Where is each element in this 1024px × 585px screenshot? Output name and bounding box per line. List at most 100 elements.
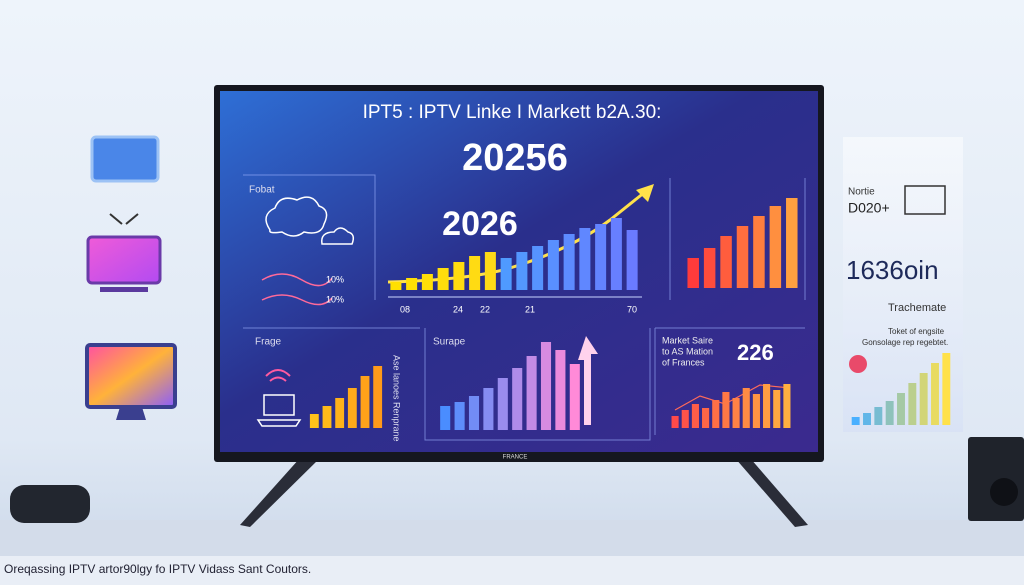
panel-line: to AS Mation bbox=[662, 346, 713, 356]
bar bbox=[753, 216, 765, 288]
bar bbox=[516, 252, 528, 290]
bar bbox=[335, 398, 345, 428]
x-tick-label: 21 bbox=[525, 304, 535, 314]
cloud-icon bbox=[321, 227, 355, 245]
bar bbox=[526, 356, 537, 430]
bar bbox=[595, 224, 607, 290]
bar bbox=[532, 246, 544, 290]
bar bbox=[453, 262, 465, 290]
speaker-cone bbox=[990, 478, 1018, 506]
bar bbox=[497, 378, 508, 430]
bar bbox=[322, 406, 332, 428]
cloud-icon bbox=[265, 196, 328, 237]
bar bbox=[931, 363, 939, 425]
footer-band bbox=[0, 556, 1024, 585]
bar bbox=[440, 406, 451, 430]
bar bbox=[579, 228, 591, 290]
panel-label: Market Saire bbox=[662, 335, 713, 345]
bar bbox=[468, 396, 480, 430]
monitor-icon bbox=[85, 343, 177, 409]
panel-label: Frage bbox=[255, 337, 282, 348]
panel-note: 10% bbox=[326, 274, 344, 284]
side-code: D020+ bbox=[848, 200, 890, 216]
badge bbox=[849, 355, 867, 373]
side-figure: 1636oin bbox=[846, 255, 939, 285]
screen-title: IPT5 : IPTV Linke I Markett b2A.30: bbox=[363, 102, 662, 123]
panel-value: 226 bbox=[737, 340, 774, 365]
bar bbox=[610, 218, 622, 290]
bar bbox=[500, 258, 512, 290]
panel-headline: 2026 bbox=[442, 205, 518, 243]
bar bbox=[786, 198, 798, 288]
bar bbox=[742, 388, 750, 428]
tv-stand bbox=[100, 287, 148, 292]
growth-arrow bbox=[578, 336, 598, 425]
bar bbox=[691, 404, 699, 428]
bar bbox=[885, 401, 894, 425]
bar bbox=[732, 398, 740, 428]
panel-label: Fobat bbox=[249, 185, 275, 196]
bar bbox=[347, 388, 357, 428]
side-text: Ase lanoes Renprane bbox=[392, 355, 402, 442]
side-note: Gonsolage rep regebtet. bbox=[862, 338, 948, 347]
arrow-head bbox=[636, 184, 654, 202]
bar bbox=[360, 376, 370, 428]
bar bbox=[687, 258, 699, 288]
bar bbox=[773, 390, 781, 428]
bar bbox=[547, 240, 559, 290]
bar bbox=[512, 368, 523, 430]
monitor-icon bbox=[90, 135, 160, 183]
bar bbox=[919, 373, 928, 425]
bar bbox=[469, 256, 481, 290]
bar bbox=[874, 407, 883, 425]
x-tick-label: 70 bbox=[627, 304, 637, 314]
headline: 20256 bbox=[462, 137, 568, 179]
wave-lines bbox=[261, 273, 333, 306]
laptop-icon bbox=[263, 394, 295, 416]
bar bbox=[540, 342, 552, 430]
bar bbox=[736, 226, 749, 288]
bar bbox=[720, 236, 732, 288]
laptop-base bbox=[256, 419, 302, 427]
bar bbox=[437, 268, 449, 290]
panel-label: Surape bbox=[433, 337, 466, 348]
bar bbox=[722, 392, 730, 428]
bar bbox=[763, 384, 771, 428]
bar bbox=[712, 400, 720, 428]
icon bbox=[904, 185, 946, 215]
bar bbox=[483, 388, 494, 430]
bar bbox=[752, 394, 760, 428]
shelf bbox=[0, 520, 1024, 556]
speaker bbox=[968, 437, 1024, 521]
bar bbox=[671, 416, 679, 428]
tv-brand: FRANCE bbox=[503, 455, 528, 461]
x-tick-label: 24 bbox=[453, 304, 463, 314]
tv-icon bbox=[86, 235, 162, 285]
side-caption: Trachemate bbox=[888, 302, 946, 314]
bar bbox=[681, 410, 689, 428]
tv-leg bbox=[240, 458, 320, 527]
footer: Oreqassing IPTV artor90lgy fo IPTV Vidas… bbox=[4, 562, 311, 576]
wifi-icon bbox=[265, 369, 291, 382]
bar bbox=[390, 282, 402, 290]
x-tick-label: 08 bbox=[400, 304, 410, 314]
hub bbox=[10, 485, 90, 523]
bar bbox=[454, 402, 465, 430]
bar bbox=[555, 350, 566, 430]
panel-line: of Frances bbox=[662, 357, 705, 367]
bar bbox=[703, 248, 716, 288]
x-tick-label: 22 bbox=[480, 304, 490, 314]
tv-leg bbox=[735, 458, 808, 527]
panel-note: 10% bbox=[326, 294, 344, 304]
bar bbox=[769, 206, 782, 288]
bar bbox=[563, 234, 575, 290]
side-note: Toket of engsite bbox=[888, 327, 945, 336]
antenna bbox=[125, 213, 139, 225]
bar bbox=[309, 414, 319, 428]
bar bbox=[406, 278, 418, 290]
side-label: Nortie bbox=[848, 187, 875, 198]
bar bbox=[421, 274, 433, 290]
bar bbox=[569, 364, 580, 430]
bar bbox=[783, 384, 791, 428]
